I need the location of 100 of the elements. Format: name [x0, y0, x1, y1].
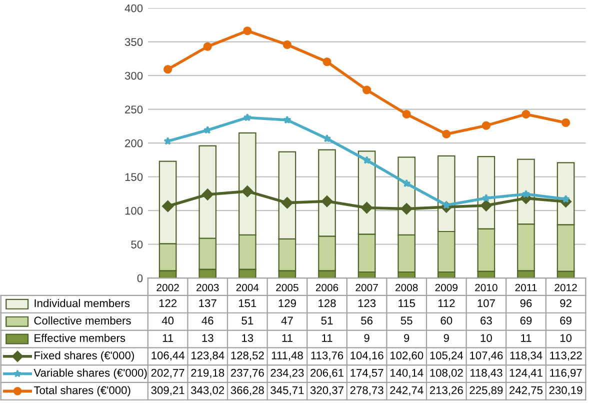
point	[202, 188, 214, 200]
data-label: 60	[440, 316, 452, 325]
legend-label: Fixed shares (€'000)	[34, 351, 134, 362]
point	[162, 200, 174, 212]
point	[522, 190, 530, 198]
point	[164, 136, 172, 145]
point	[362, 86, 372, 94]
data-label: 123,84	[191, 351, 224, 361]
data-label: 104,16	[350, 351, 384, 361]
legend-label: Total shares (€'000)	[34, 386, 130, 396]
data-label: 140,14	[390, 368, 424, 378]
data-label: 118,34	[510, 351, 542, 361]
y-tick-label: 300	[124, 72, 143, 80]
point	[203, 42, 212, 51]
data-label: 129	[278, 299, 296, 308]
y-tick-label: 250	[125, 106, 143, 114]
x-tick-label: 2008	[396, 284, 418, 292]
data-label: 174,57	[350, 369, 384, 378]
data-label: 115	[398, 299, 415, 308]
point	[281, 197, 293, 209]
y-tick-label: 400	[124, 4, 143, 12]
point	[322, 58, 332, 66]
data-label: 366,28	[230, 386, 264, 396]
x-tick-label: 2009	[435, 284, 458, 292]
data-label: 112	[438, 299, 455, 308]
data-label: 11	[282, 334, 292, 342]
y-tick-label: 0	[137, 274, 143, 282]
data-label: 116,97	[550, 368, 582, 378]
data-label: 11	[162, 334, 174, 342]
data-label: 10	[560, 334, 572, 342]
data-label: 151	[238, 299, 256, 308]
data-label: 343,02	[191, 386, 224, 396]
data-label: 237,76	[230, 368, 264, 378]
data-label: 9	[444, 334, 449, 342]
data-label: 63	[480, 316, 492, 325]
data-label: 118,43	[470, 368, 502, 378]
data-label: 10	[480, 334, 492, 342]
data-label: 128	[318, 299, 336, 308]
data-label: 320,37	[310, 386, 344, 396]
x-tick-label: 2003	[196, 284, 219, 292]
data-label: 206,61	[310, 368, 344, 378]
data-label: 51	[242, 316, 254, 325]
data-label: 13	[202, 334, 214, 342]
point	[561, 118, 570, 127]
y-tick-label: 100	[125, 206, 143, 215]
point	[362, 156, 371, 164]
data-label: 137	[199, 299, 216, 308]
data-label: 69	[560, 316, 572, 325]
data-label: 51	[321, 316, 333, 325]
data-label: 213,26	[430, 386, 463, 396]
data-label: 69	[520, 316, 532, 325]
legend-label: Effective members	[34, 334, 126, 342]
data-label: 278,73	[350, 386, 384, 396]
data-label: 309,21	[151, 386, 184, 396]
data-label: 202,77	[151, 368, 184, 378]
data-label: 11	[521, 334, 532, 342]
point	[482, 121, 490, 130]
data-label: 230,19	[549, 386, 582, 396]
data-label: 242,75	[510, 386, 543, 396]
point	[402, 179, 411, 188]
data-label: 128,52	[231, 351, 264, 361]
data-label: 46	[202, 316, 214, 325]
point	[402, 110, 411, 119]
point	[243, 113, 252, 122]
legend-label: Collective members	[34, 316, 131, 325]
data-label: 124,41	[510, 368, 542, 378]
x-tick-label: 2004	[236, 284, 259, 292]
data-label: 106,44	[152, 351, 184, 361]
data-label: 234,23	[270, 368, 304, 378]
y-tick-label: 200	[125, 139, 143, 148]
x-tick-label: 2012	[554, 284, 577, 292]
data-label: 113,22	[550, 351, 582, 361]
data-label: 105,24	[430, 351, 464, 361]
point	[242, 186, 254, 198]
x-tick-label: 2002	[156, 284, 179, 292]
y-tick-label: 150	[125, 173, 143, 181]
point	[243, 26, 252, 36]
point	[164, 65, 172, 74]
data-label: 107,46	[470, 351, 503, 361]
x-tick-label: 2005	[276, 284, 298, 292]
data-label: 40	[162, 316, 174, 325]
point	[361, 202, 373, 214]
data-label: 108,02	[430, 368, 463, 378]
data-label: 9	[404, 334, 410, 342]
data-label: 92	[560, 299, 572, 308]
data-label: 107	[478, 299, 495, 308]
point	[321, 196, 333, 208]
point	[480, 200, 492, 212]
point	[482, 194, 490, 202]
data-label: 102,60	[390, 351, 424, 361]
data-label: 96	[520, 299, 532, 308]
point	[322, 134, 332, 142]
data-label: 11	[322, 334, 332, 342]
data-label: 122	[159, 299, 177, 308]
data-label: 345,71	[270, 386, 304, 396]
x-tick-label: 2010	[475, 284, 498, 292]
data-label: 123	[358, 299, 376, 308]
legend-label: Variable shares (€'000)	[34, 368, 147, 379]
data-label: 9	[364, 334, 370, 342]
data-label: 219,18	[191, 368, 224, 378]
